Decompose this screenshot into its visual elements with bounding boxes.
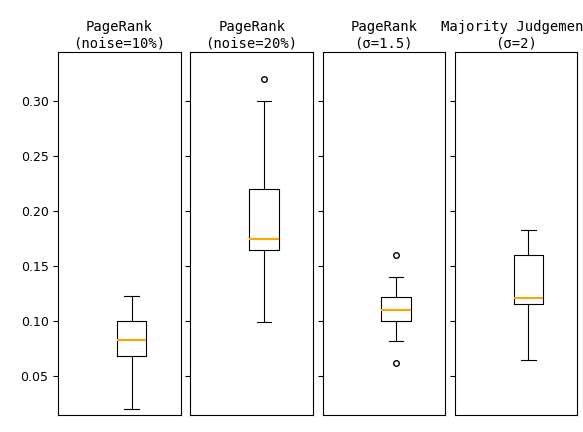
Title: Majority Judgement
(σ=2): Majority Judgement (σ=2) bbox=[441, 20, 583, 51]
Title: PageRank
(σ=1.5): PageRank (σ=1.5) bbox=[350, 20, 417, 51]
Title: PageRank
(noise=10%): PageRank (noise=10%) bbox=[73, 20, 166, 51]
Title: PageRank
(noise=20%): PageRank (noise=20%) bbox=[206, 20, 298, 51]
